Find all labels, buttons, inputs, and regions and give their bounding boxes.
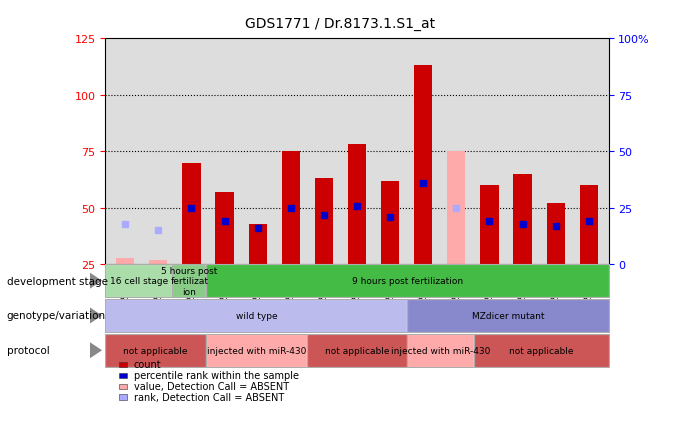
Text: injected with miR-430: injected with miR-430 bbox=[207, 346, 306, 355]
Bar bbox=[480, 186, 498, 265]
Text: wild type: wild type bbox=[235, 311, 277, 320]
Bar bbox=[182, 163, 201, 265]
Text: percentile rank within the sample: percentile rank within the sample bbox=[134, 371, 299, 380]
Bar bbox=[579, 186, 598, 265]
Bar bbox=[348, 145, 366, 265]
Text: 5 hours post
fertilizat
ion: 5 hours post fertilizat ion bbox=[161, 266, 218, 296]
Bar bbox=[414, 66, 432, 265]
Text: rank, Detection Call = ABSENT: rank, Detection Call = ABSENT bbox=[134, 392, 284, 402]
Polygon shape bbox=[90, 308, 102, 324]
Bar bbox=[381, 181, 399, 265]
Text: not applicable: not applicable bbox=[509, 346, 574, 355]
Polygon shape bbox=[90, 342, 102, 358]
Bar bbox=[216, 193, 234, 265]
Text: genotype/variation: genotype/variation bbox=[7, 311, 106, 321]
Text: GDS1771 / Dr.8173.1.S1_at: GDS1771 / Dr.8173.1.S1_at bbox=[245, 17, 435, 31]
Text: value, Detection Call = ABSENT: value, Detection Call = ABSENT bbox=[134, 381, 289, 391]
Text: development stage: development stage bbox=[7, 276, 108, 286]
Bar bbox=[513, 174, 532, 265]
Text: MZdicer mutant: MZdicer mutant bbox=[472, 311, 544, 320]
Text: 16 cell stage: 16 cell stage bbox=[110, 276, 168, 286]
Text: not applicable: not applicable bbox=[124, 346, 188, 355]
Bar bbox=[150, 260, 167, 265]
Text: injected with miR-430: injected with miR-430 bbox=[391, 346, 490, 355]
Bar bbox=[447, 152, 465, 265]
Polygon shape bbox=[90, 273, 102, 289]
Text: not applicable: not applicable bbox=[325, 346, 389, 355]
Bar bbox=[249, 224, 267, 265]
Bar bbox=[116, 258, 135, 265]
Text: count: count bbox=[134, 360, 162, 369]
Bar bbox=[282, 152, 300, 265]
Text: 9 hours post fertilization: 9 hours post fertilization bbox=[352, 276, 463, 286]
Bar bbox=[315, 179, 333, 265]
Text: protocol: protocol bbox=[7, 345, 50, 355]
Bar bbox=[547, 204, 564, 265]
